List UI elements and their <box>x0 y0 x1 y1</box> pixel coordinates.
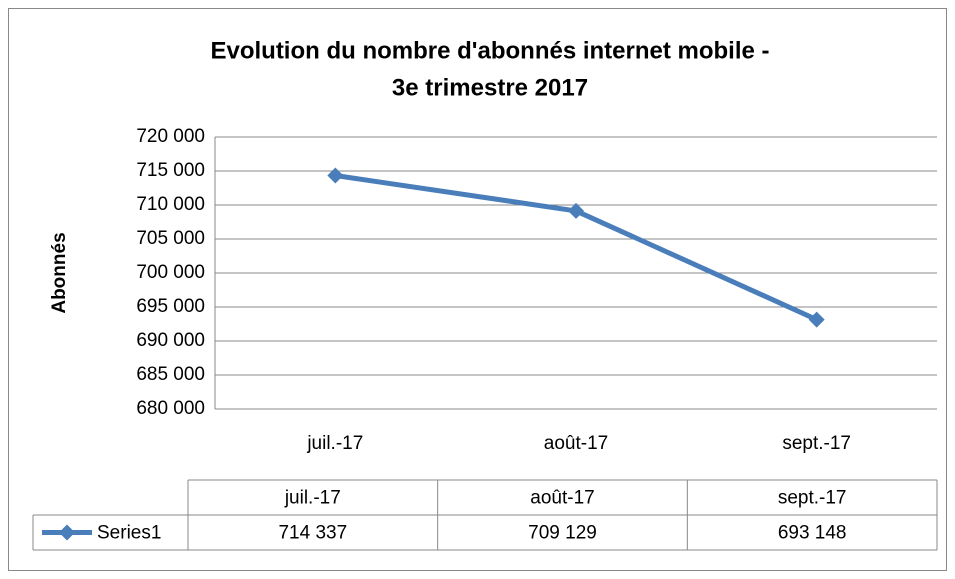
marker <box>808 311 825 328</box>
x-tick-label: juil.-17 <box>306 433 363 454</box>
y-tick-label: 685 000 <box>136 364 205 385</box>
y-tick-label: 705 000 <box>136 228 205 249</box>
marker <box>568 202 584 219</box>
y-tick-label: 690 000 <box>136 330 205 351</box>
table-value: 709 129 <box>528 523 597 544</box>
x-tick-label: août-17 <box>544 433 608 454</box>
x-tick-label: sept.-17 <box>782 433 851 454</box>
y-tick-label: 715 000 <box>136 160 205 181</box>
chart-border <box>8 8 947 571</box>
y-axis-title: Abonnés <box>49 232 70 313</box>
table-header: juil.-17 <box>284 488 341 509</box>
chart-title: 3e trimestre 2017 <box>392 74 588 101</box>
legend-marker <box>59 524 75 541</box>
table-value: 693 148 <box>778 523 847 544</box>
y-tick-label: 710 000 <box>136 194 205 215</box>
y-tick-label: 680 000 <box>136 398 205 419</box>
y-tick-label: 720 000 <box>136 126 205 147</box>
y-tick-label: 695 000 <box>136 296 205 317</box>
table-value: 714 337 <box>278 523 347 544</box>
legend-label: Series1 <box>97 523 161 544</box>
table-header: août-17 <box>530 488 594 509</box>
chart-title: Evolution du nombre d'abonnés internet m… <box>210 37 769 64</box>
table-header: sept.-17 <box>778 488 847 509</box>
marker <box>327 167 344 184</box>
y-tick-label: 700 000 <box>136 262 205 283</box>
